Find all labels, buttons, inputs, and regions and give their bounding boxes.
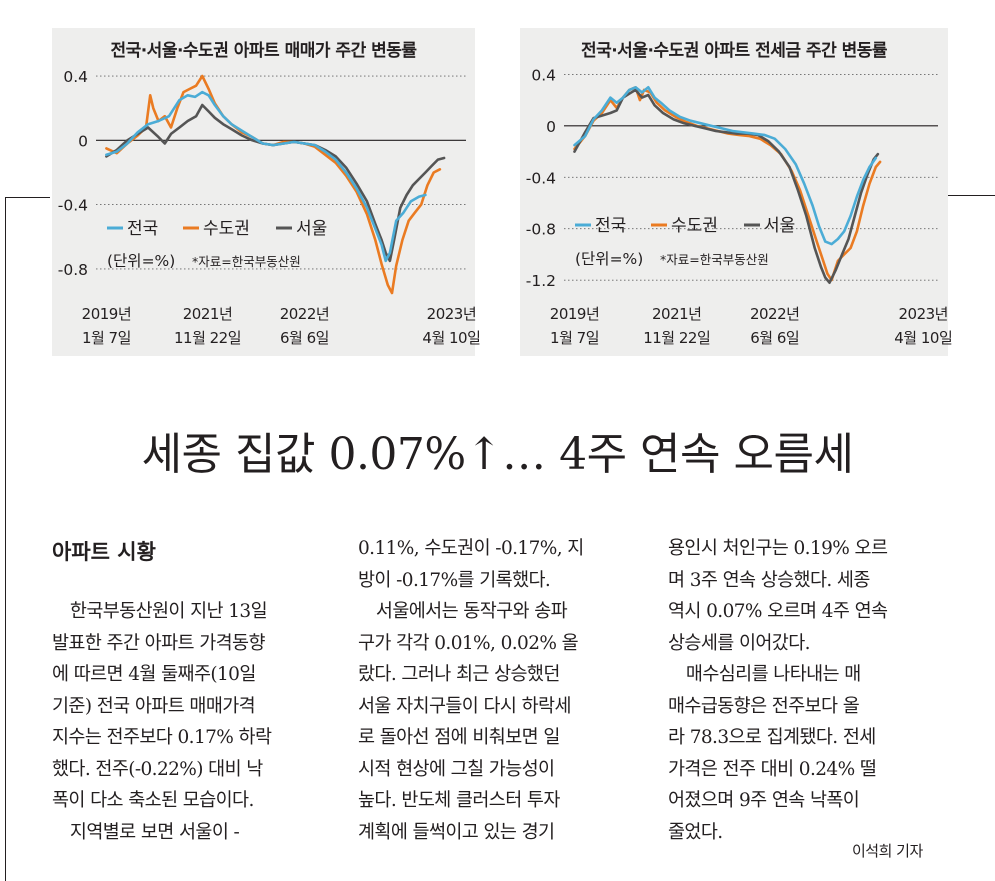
text-line: 용인시 처인구는 0.19% 오르 <box>668 538 888 559</box>
x-tick-label: 11월 22일 <box>174 329 241 347</box>
right-top-rule <box>948 195 995 196</box>
y-tick-label: -0.4 <box>526 169 556 187</box>
legend-label: 서울 <box>296 219 327 239</box>
text-line: 계획에 들썩이고 있는 경기 <box>358 821 555 843</box>
chart-title: 전국·서울·수도권 아파트 전세금 주간 변동률 <box>580 41 888 61</box>
x-tick-label: 2019년 <box>82 305 131 323</box>
sales-price-plot: 0.4 0 -0.4 -0.8 2019년 1월 7일 2021년 11월 22일 2022년 6… <box>58 68 481 347</box>
jeonse-price-plot: 0.4 0 -0.4 -0.8 -1.2 2019년 1월 7일 2021년 11월 22일 20… <box>526 66 953 347</box>
text-line: 0.11%, 수도권이 -0.17%, 지 <box>358 538 584 559</box>
text-line: 서울에서는 동작구와 송파 <box>358 601 568 622</box>
y-tick-label: -1.2 <box>526 272 556 290</box>
text-line: 서울 자치구들이 다시 하락세 <box>358 695 571 717</box>
y-tick-label: 0.4 <box>63 68 88 86</box>
text-line: 했다. 전주(-0.22%) 대비 낙 <box>52 758 263 780</box>
left-top-rule <box>5 197 50 198</box>
y-tick-label: 0.4 <box>531 66 556 84</box>
y-tick-label: 0 <box>546 118 556 136</box>
y-tick-label: -0.8 <box>526 221 556 239</box>
section-label: 아파트 시황 <box>52 540 156 564</box>
y-tick-label: -0.8 <box>58 261 88 279</box>
text-line: 매수심리를 나타내는 매 <box>668 664 861 685</box>
x-tick-label: 1월 7일 <box>82 329 131 347</box>
article-headline: 세종 집값 0.07%↑… 4주 연속 오름세 <box>141 429 854 480</box>
byline: 이석희 기자 <box>852 842 923 860</box>
legend-label: 수도권 <box>203 219 250 239</box>
text-line: 폭이 다소 축소된 모습이다. <box>52 790 254 811</box>
x-tick-label: 4월 10일 <box>894 329 952 347</box>
text-line: 높다. 반도체 클러스터 투자 <box>358 790 560 811</box>
series-line <box>105 90 427 263</box>
text-line: 역시 0.07% 오르며 4주 연속 <box>668 601 888 622</box>
article-column-1: 한국부동산원이 지난 13일 발표한 주간 아파트 가격동향 에 따르면 4월 … <box>52 596 334 848</box>
unit-note: (단위=%) <box>575 250 643 268</box>
x-tick-label: 11월 22일 <box>643 329 710 347</box>
text-line: 시적 현상에 그칠 가능성이 <box>358 758 555 780</box>
source-note: *자료=한국부동산원 <box>192 254 301 269</box>
text-line: 구가 각각 0.01%, 0.02% 올 <box>358 632 579 654</box>
x-tick-label: 2023년 <box>427 305 476 323</box>
legend-label: 전국 <box>595 216 626 236</box>
text-line: 며 3주 연속 상승했다. 세종 <box>668 569 870 591</box>
x-tick-label: 1월 7일 <box>550 329 599 347</box>
x-tick-label: 6월 6일 <box>280 329 329 347</box>
text-line: 매수급동향은 전주보다 올 <box>668 695 860 717</box>
text-line: 랐다. 그러나 최근 상승했던 <box>358 664 560 685</box>
text-line: 지역별로 보면 서울이 - <box>52 821 240 843</box>
text-line: 로 돌아선 점에 비춰보면 일 <box>358 727 560 748</box>
y-tick-label: -0.4 <box>58 197 88 215</box>
y-tick-label: 0 <box>78 132 88 150</box>
chart-title: 전국·서울·수도권 아파트 매매가 주간 변동률 <box>110 41 417 61</box>
legend-label: 수도권 <box>671 216 718 236</box>
text-line: 방이 -0.17%를 기록했다. <box>358 569 551 591</box>
jeonse-price-chart: 전국·서울·수도권 아파트 전세금 주간 변동률 0.4 0 -0.4 -0.8 -1.… <box>520 28 953 356</box>
x-tick-label: 2021년 <box>183 305 232 323</box>
sales-price-chart: 전국·서울·수도권 아파트 매매가 주간 변동률 0.4 0 -0.4 -0.8 201… <box>52 28 481 356</box>
text-line: 한국부동산원이 지난 13일 <box>52 601 268 622</box>
x-tick-label: 6월 6일 <box>750 329 799 347</box>
article-column-3: 용인시 처인구는 0.19% 오르 며 3주 연속 상승했다. 세종 역시 0.… <box>668 533 953 848</box>
source-note: *자료=한국부동산원 <box>660 252 769 267</box>
x-tick-label: 4월 10일 <box>422 329 480 347</box>
text-line: 가격은 전주 대비 0.24% 떨 <box>668 758 877 780</box>
legend-label: 전국 <box>127 219 158 239</box>
x-tick-label: 2021년 <box>652 305 701 323</box>
x-tick-label: 2023년 <box>899 305 948 323</box>
text-line: 기준) 전국 아파트 매매가격 <box>52 695 256 717</box>
x-tick-label: 2019년 <box>550 305 599 323</box>
x-tick-label: 2022년 <box>750 305 799 323</box>
left-vertical-rule <box>5 197 6 881</box>
text-line: 줄었다. <box>668 821 723 843</box>
x-tick-label: 2022년 <box>280 305 329 323</box>
unit-note: (단위=%) <box>107 252 175 270</box>
text-line: 라 78.3으로 집계됐다. 전세 <box>668 727 876 748</box>
text-line: 발표한 주간 아파트 가격동향 <box>52 632 265 654</box>
text-line: 상승세를 이어갔다. <box>668 632 811 654</box>
text-line: 지수는 전주보다 0.17% 하락 <box>52 727 272 748</box>
text-line: 어졌으며 9주 연속 낙폭이 <box>668 790 860 811</box>
series-line <box>573 86 878 246</box>
legend-label: 서울 <box>764 216 795 236</box>
article-column-2: 0.11%, 수도권이 -0.17%, 지 방이 -0.17%를 기록했다. 서… <box>358 533 642 848</box>
text-line: 에 따르면 4월 둘째주(10일 <box>52 664 256 685</box>
